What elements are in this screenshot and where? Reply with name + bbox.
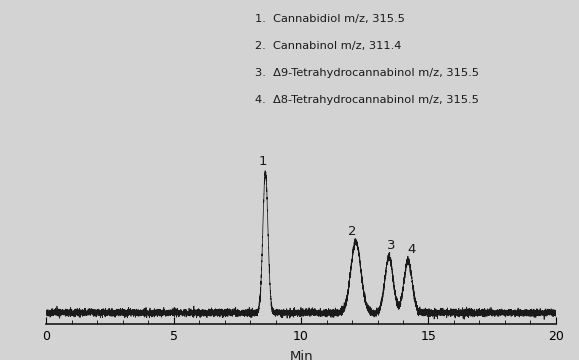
Text: 1: 1 [258, 155, 266, 168]
Text: 4: 4 [407, 243, 415, 256]
X-axis label: Min: Min [290, 350, 313, 360]
Text: 3: 3 [387, 239, 395, 252]
Text: 2.  Cannabinol m/z, 311.4: 2. Cannabinol m/z, 311.4 [255, 41, 401, 51]
Text: 1.  Cannabidiol m/z, 315.5: 1. Cannabidiol m/z, 315.5 [255, 14, 405, 24]
Text: 2: 2 [348, 225, 356, 238]
Text: 3.  Δ9-Tetrahydrocannabinol m/z, 315.5: 3. Δ9-Tetrahydrocannabinol m/z, 315.5 [255, 68, 479, 78]
Text: 4.  Δ8-Tetrahydrocannabinol m/z, 315.5: 4. Δ8-Tetrahydrocannabinol m/z, 315.5 [255, 95, 479, 105]
